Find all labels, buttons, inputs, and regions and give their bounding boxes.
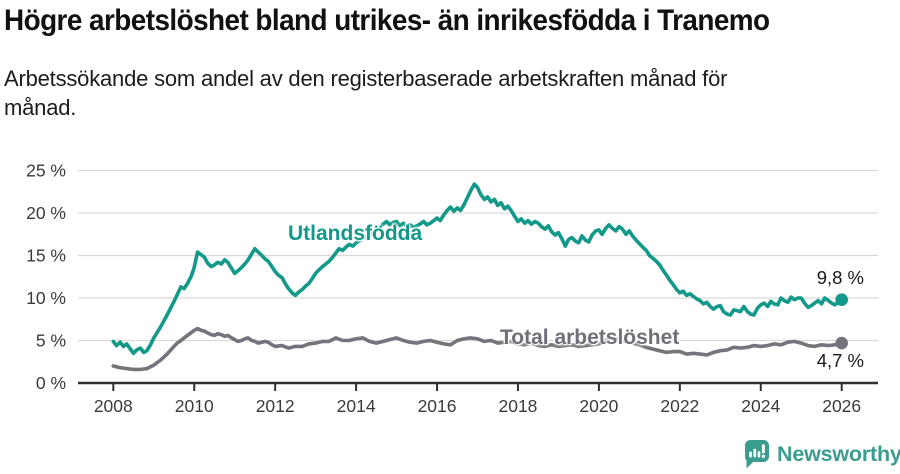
speech-bubble-shape [744,440,769,469]
x-tick-label: 2024 [741,396,780,416]
x-tick-label: 2008 [94,396,133,416]
end-value-total-arbetsloshet: 4,7 % [816,350,864,371]
bar-short [749,451,752,458]
series-end-dot [835,293,848,307]
x-tick-label: 2020 [579,396,618,416]
series-end-dot [835,336,848,350]
exclamation-dot [761,454,765,458]
x-tick-label: 2022 [660,396,699,416]
y-tick-label: 10 % [26,288,66,308]
series-label-total-arbetsloshet: Total arbetslöshet [500,326,680,349]
newsworthy-logo-icon [744,440,769,469]
chart-subtitle: Arbetssökande som andel av den registerb… [4,66,728,121]
y-tick-label: 0 % [36,373,66,393]
y-axis: 0 % 5 % 10 % 15 % 20 % 25 % [26,161,66,394]
x-tick-label: 2016 [418,396,457,416]
y-tick-label: 5 % [36,331,66,351]
series-lines [111,182,844,372]
gridlines [78,169,878,342]
x-tick-label: 2026 [822,396,861,416]
x-tick-label: 2010 [175,396,214,416]
series-label-utlandsfodda: Utlandsfödda [288,222,423,245]
brand-name: Newsworthy [777,442,900,466]
newsworthy-brand: Newsworthy [743,440,900,469]
x-tick-label: 2012 [256,396,295,416]
x-tick-label: 2018 [498,396,537,416]
x-axis: 2008 2010 2012 2014 2016 2018 2020 2022 2024 2026 [78,381,878,416]
y-tick-label: 20 % [26,203,66,223]
x-tick-label: 2014 [337,396,376,416]
series-line [111,182,844,356]
series-line [111,326,844,372]
y-tick-label: 15 % [26,246,66,266]
end-value-utlandsfodda: 9,8 % [816,267,864,288]
bar-medium [753,448,757,458]
exclamation-stem [761,444,765,454]
page-title: Högre arbetslöshet bland utrikes- än inr… [4,4,770,37]
series-end-dots [835,293,848,350]
y-tick-label: 25 % [26,161,66,181]
bar-tall [757,451,761,458]
